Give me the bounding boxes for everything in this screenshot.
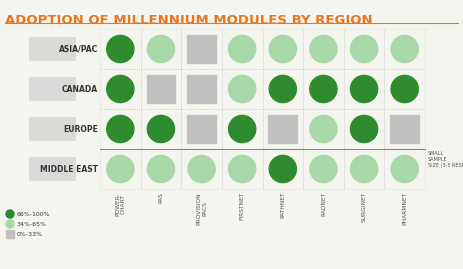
Bar [384,109,425,149]
FancyBboxPatch shape [29,77,76,101]
Bar [187,75,216,103]
Bar [187,35,216,63]
Bar [181,69,222,109]
Bar [222,29,263,69]
Bar [344,69,384,109]
Bar [384,29,425,69]
Text: RADNET: RADNET [321,192,326,216]
Bar [222,69,263,109]
Bar [100,29,141,69]
Circle shape [229,75,256,102]
Bar [100,149,141,189]
Circle shape [269,75,296,102]
Bar [100,69,141,109]
Bar [181,149,222,189]
Circle shape [310,75,337,102]
Text: PHARMNET: PHARMNET [402,192,407,225]
Circle shape [106,115,134,143]
Text: PROVISION
PACS: PROVISION PACS [196,192,207,225]
Bar [303,69,344,109]
Text: PATHNET: PATHNET [280,192,285,218]
Text: EUROPE: EUROPE [63,125,98,133]
Circle shape [269,155,296,183]
Bar [181,29,222,69]
Bar [6,230,14,238]
Text: 0%-33%: 0%-33% [17,232,43,236]
Circle shape [310,115,337,143]
Bar [263,149,303,189]
Circle shape [350,36,378,63]
Circle shape [350,155,378,183]
Bar [269,115,297,143]
Bar [390,115,419,143]
Circle shape [147,155,175,183]
Bar [222,109,263,149]
Bar [222,149,263,189]
Bar [263,109,303,149]
Bar [344,109,384,149]
Circle shape [147,36,175,63]
Circle shape [106,36,134,63]
Bar [263,29,303,69]
Circle shape [391,155,418,183]
Text: SURGINET: SURGINET [362,192,367,222]
Bar [187,115,216,143]
Text: 66%-100%: 66%-100% [17,211,50,217]
Bar [344,149,384,189]
Bar [263,69,303,109]
Circle shape [391,36,418,63]
Text: 34%-65%: 34%-65% [17,221,47,226]
Text: ADOPTION OF MILLENNIUM MODULES BY REGION: ADOPTION OF MILLENNIUM MODULES BY REGION [5,14,373,27]
Text: SMALL
SAMPLE
SIZE (3-5 RESPONDENTS): SMALL SAMPLE SIZE (3-5 RESPONDENTS) [428,151,463,168]
Circle shape [147,115,175,143]
Bar [303,149,344,189]
Bar [141,29,181,69]
Circle shape [188,155,215,183]
Bar [141,69,181,109]
Text: MIDDLE EAST: MIDDLE EAST [40,165,98,174]
Bar [141,149,181,189]
Circle shape [229,155,256,183]
Circle shape [106,155,134,183]
Text: POWER-
CHART: POWER- CHART [115,192,126,216]
Circle shape [310,155,337,183]
FancyBboxPatch shape [29,117,76,141]
Bar [344,29,384,69]
Bar [303,29,344,69]
Bar [384,69,425,109]
Bar [146,75,175,103]
Bar [181,109,222,149]
Bar [141,109,181,149]
Text: CANADA: CANADA [62,84,98,94]
Circle shape [269,36,296,63]
Text: ASIA/PAC: ASIA/PAC [59,44,98,54]
Text: PAS: PAS [158,192,163,203]
FancyBboxPatch shape [29,37,76,61]
Bar [384,149,425,189]
Circle shape [6,210,14,218]
Circle shape [6,220,14,228]
Circle shape [229,36,256,63]
Circle shape [229,115,256,143]
Circle shape [350,75,378,102]
Circle shape [310,36,337,63]
Circle shape [106,75,134,102]
Text: FIRSTNET: FIRSTNET [240,192,244,220]
Bar [100,109,141,149]
Bar [303,109,344,149]
Circle shape [350,115,378,143]
Circle shape [391,75,418,102]
FancyBboxPatch shape [29,157,76,181]
